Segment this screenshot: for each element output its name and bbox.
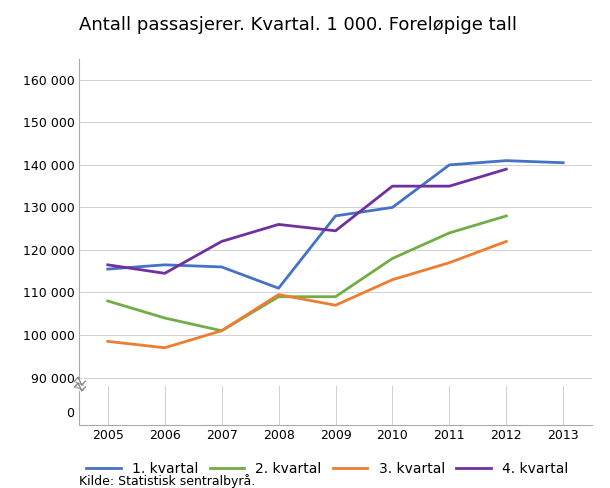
4. kvartal (332, 228, 339, 234)
1. kvartal (275, 285, 282, 291)
1. kvartal (104, 266, 112, 272)
4. kvartal (503, 166, 510, 172)
Line: 4. kvartal: 4. kvartal (108, 169, 506, 273)
2. kvartal (503, 213, 510, 219)
2. kvartal (104, 298, 112, 304)
2. kvartal (161, 315, 168, 321)
4. kvartal (275, 222, 282, 227)
1. kvartal (218, 264, 225, 270)
3. kvartal (104, 339, 112, 345)
3. kvartal (161, 345, 168, 351)
Line: 1. kvartal: 1. kvartal (108, 161, 563, 288)
1. kvartal (503, 158, 510, 163)
1. kvartal (161, 262, 168, 268)
1. kvartal (559, 160, 567, 166)
2. kvartal (332, 294, 339, 300)
4. kvartal (218, 239, 225, 244)
4. kvartal (104, 262, 112, 268)
3. kvartal (503, 239, 510, 244)
2. kvartal (389, 256, 396, 262)
Text: Antall passasjerer. Kvartal. 1 000. Foreløpige tall: Antall passasjerer. Kvartal. 1 000. Fore… (79, 16, 517, 34)
3. kvartal (275, 292, 282, 298)
Line: 2. kvartal: 2. kvartal (108, 216, 506, 331)
Legend: 1. kvartal, 2. kvartal, 3. kvartal, 4. kvartal: 1. kvartal, 2. kvartal, 3. kvartal, 4. k… (86, 462, 568, 476)
3. kvartal (389, 277, 396, 283)
1. kvartal (389, 204, 396, 210)
3. kvartal (332, 302, 339, 308)
3. kvartal (446, 260, 453, 265)
Line: 3. kvartal: 3. kvartal (108, 242, 506, 348)
1. kvartal (332, 213, 339, 219)
3. kvartal (218, 328, 225, 334)
4. kvartal (161, 270, 168, 276)
2. kvartal (218, 328, 225, 334)
4. kvartal (389, 183, 396, 189)
4. kvartal (446, 183, 453, 189)
2. kvartal (446, 230, 453, 236)
2. kvartal (275, 294, 282, 300)
Text: Kilde: Statistisk sentralbyrå.: Kilde: Statistisk sentralbyrå. (79, 474, 256, 488)
1. kvartal (446, 162, 453, 168)
